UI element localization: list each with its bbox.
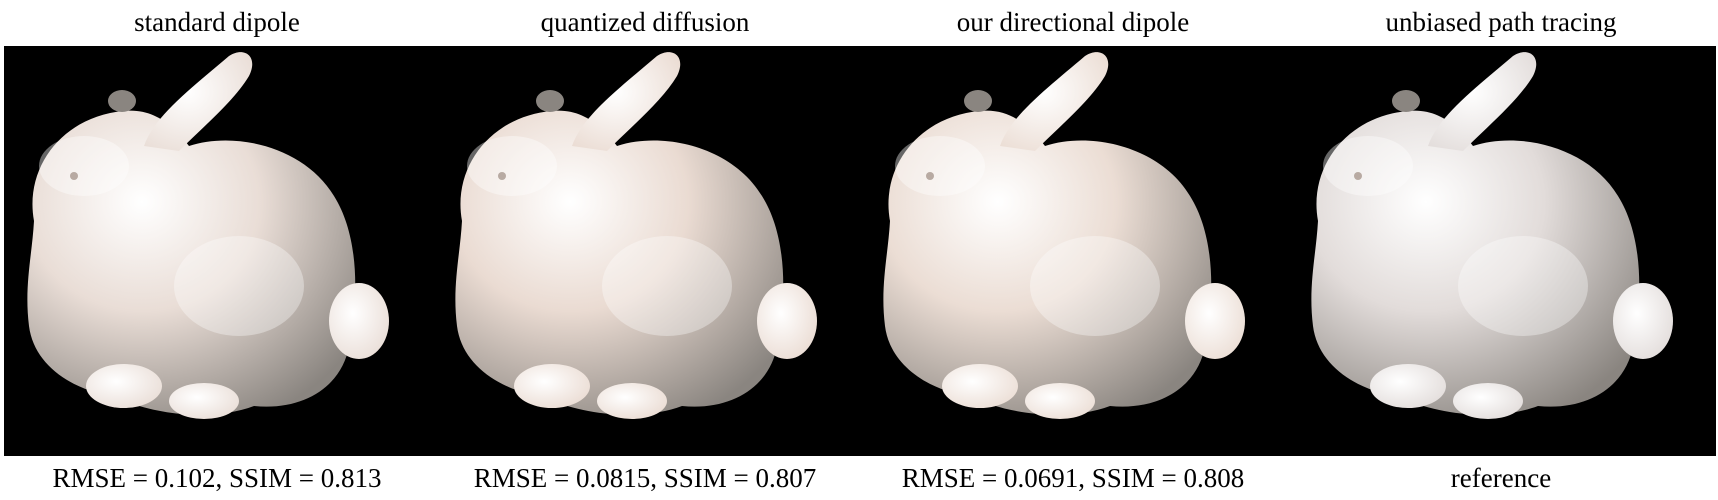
panel-caption: RMSE = 0.0691, SSIM = 0.808 bbox=[901, 463, 1245, 493]
panel-title: our directional dipole bbox=[956, 7, 1190, 37]
captions-row: RMSE = 0.102, SSIM = 0.813 RMSE = 0.0815… bbox=[0, 456, 1718, 500]
panel-title: unbiased path tracing bbox=[1385, 7, 1617, 37]
panel-title: quantized diffusion bbox=[540, 7, 750, 37]
titles-row: standard dipole quantized diffusion our … bbox=[0, 0, 1718, 46]
panel-caption: reference bbox=[1450, 463, 1552, 493]
panel-caption: RMSE = 0.102, SSIM = 0.813 bbox=[52, 463, 382, 493]
panel-caption: RMSE = 0.0815, SSIM = 0.807 bbox=[473, 463, 817, 493]
render-strip bbox=[4, 46, 1716, 456]
bunny-render-standard-dipole bbox=[4, 46, 432, 456]
bunny-render-quantized-diffusion bbox=[432, 46, 860, 456]
panel-title: standard dipole bbox=[134, 7, 300, 37]
bunny-render-directional-dipole bbox=[860, 46, 1288, 456]
bunny-render-path-tracing bbox=[1288, 46, 1716, 456]
